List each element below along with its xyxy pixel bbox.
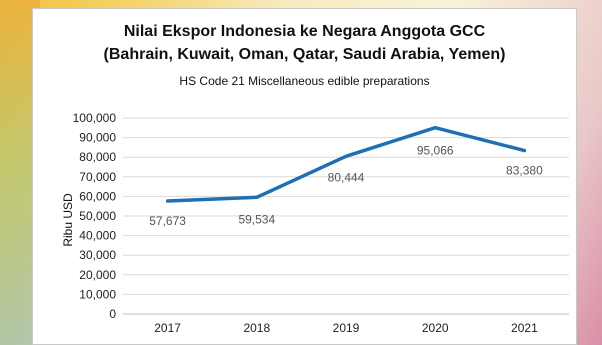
data-label: 80,444 [328, 170, 365, 184]
chart-subtitle: HS Code 21 Miscellaneous edible preparat… [179, 74, 430, 88]
y-tick-label: 60,000 [79, 189, 116, 203]
chart-title-line2: (Bahrain, Kuwait, Oman, Qatar, Saudi Ara… [103, 46, 506, 63]
x-tick-label: 2017 [154, 321, 181, 335]
data-label: 83,380 [506, 164, 543, 178]
x-tick-label: 2021 [511, 321, 538, 335]
data-point [522, 149, 526, 153]
data-label: 59,534 [238, 212, 275, 226]
data-label: 95,066 [417, 144, 454, 158]
data-point [255, 195, 259, 199]
data-point [166, 199, 170, 203]
x-tick-label: 2019 [333, 321, 360, 335]
data-point [344, 154, 348, 158]
data-label: 57,673 [149, 214, 186, 228]
x-tick-label: 2020 [422, 321, 449, 335]
y-tick-label: 30,000 [79, 248, 116, 262]
y-tick-label: 70,000 [79, 170, 116, 184]
data-point [433, 126, 437, 130]
y-tick-label: 80,000 [79, 150, 116, 164]
chart-title: Nilai Ekspor Indonesia ke Negara Anggota… [123, 23, 486, 40]
y-tick-label: 20,000 [79, 268, 116, 282]
series-line [165, 125, 527, 203]
y-tick-label: 90,000 [79, 131, 116, 145]
x-tick-label: 2018 [243, 321, 270, 335]
y-tick-label: 100,000 [73, 111, 117, 125]
y-tick-label: 50,000 [79, 209, 116, 223]
y-tick-label: 0 [109, 307, 116, 321]
y-tick-label: 10,000 [79, 287, 116, 301]
y-tick-label: 40,000 [79, 229, 116, 243]
